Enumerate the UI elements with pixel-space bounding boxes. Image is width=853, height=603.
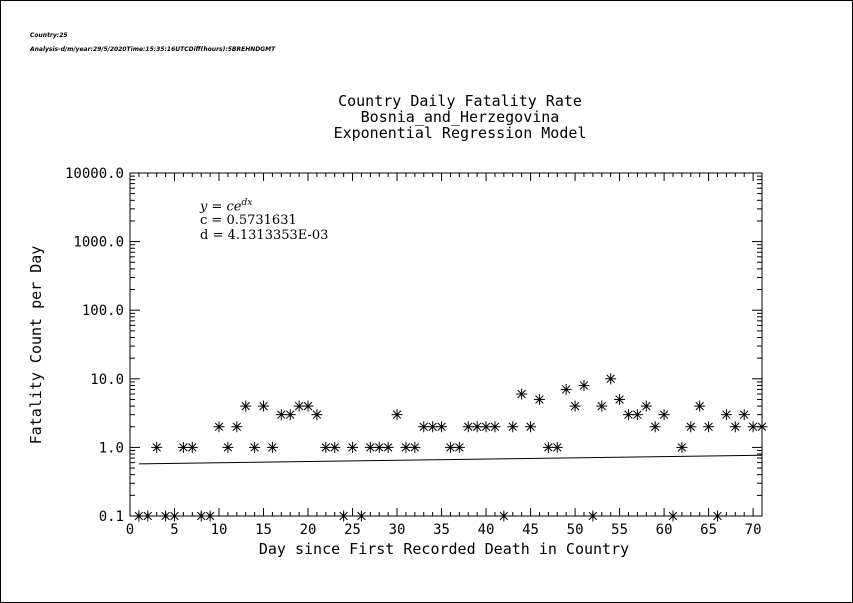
data-point bbox=[311, 409, 323, 421]
data-point bbox=[151, 441, 163, 453]
data-point bbox=[569, 400, 581, 412]
country-meta-line: Country:25 bbox=[30, 32, 68, 39]
data-point bbox=[382, 441, 394, 453]
x-tick-label: 40 bbox=[478, 522, 495, 538]
data-point bbox=[596, 400, 608, 412]
x-tick-label: 35 bbox=[433, 522, 450, 538]
data-point bbox=[649, 421, 661, 433]
data-point bbox=[249, 441, 261, 453]
data-point bbox=[240, 400, 252, 412]
data-point bbox=[542, 441, 554, 453]
data-point bbox=[186, 441, 198, 453]
x-tick-label: 20 bbox=[300, 522, 317, 538]
data-point bbox=[436, 421, 448, 433]
regression-d-value: d = 4.1313353E-03 bbox=[200, 228, 329, 243]
data-point bbox=[293, 400, 305, 412]
data-point bbox=[685, 421, 697, 433]
regression-equation: y = cedx bbox=[200, 198, 253, 215]
data-point bbox=[462, 421, 474, 433]
data-point bbox=[409, 441, 421, 453]
chart-title-line-1: Country Daily Fatality Rate bbox=[338, 92, 582, 110]
data-point bbox=[329, 441, 341, 453]
data-point bbox=[231, 421, 243, 433]
data-point bbox=[169, 510, 181, 522]
data-point bbox=[320, 441, 332, 453]
y-tick-label: 1000.0 bbox=[73, 235, 124, 251]
data-point bbox=[453, 441, 465, 453]
data-point bbox=[391, 409, 403, 421]
y-tick-label: 10.0 bbox=[90, 372, 124, 388]
y-tick-label: 0.1 bbox=[99, 509, 124, 525]
y-tick-label: 100.0 bbox=[82, 303, 124, 319]
data-point bbox=[507, 421, 519, 433]
data-point bbox=[578, 379, 590, 391]
x-tick-label: 5 bbox=[170, 522, 178, 538]
x-tick-label: 70 bbox=[745, 522, 762, 538]
data-point bbox=[266, 441, 278, 453]
data-point bbox=[729, 421, 741, 433]
data-point bbox=[222, 441, 234, 453]
data-point bbox=[720, 409, 732, 421]
data-point bbox=[213, 421, 225, 433]
data-point bbox=[694, 400, 706, 412]
x-tick-label: 50 bbox=[567, 522, 584, 538]
data-point bbox=[142, 510, 154, 522]
x-tick-label: 60 bbox=[656, 522, 673, 538]
y-tick-label: 10000.0 bbox=[65, 166, 124, 182]
x-tick-label: 65 bbox=[700, 522, 717, 538]
data-point bbox=[347, 441, 359, 453]
data-point bbox=[676, 441, 688, 453]
data-point bbox=[667, 510, 679, 522]
x-tick-label: 0 bbox=[126, 522, 134, 538]
regression-c-value: c = 0.5731631 bbox=[200, 213, 297, 228]
data-point bbox=[756, 421, 768, 433]
data-point bbox=[489, 421, 501, 433]
data-point bbox=[614, 393, 626, 405]
data-point bbox=[525, 421, 537, 433]
data-point bbox=[302, 400, 314, 412]
data-point bbox=[284, 409, 296, 421]
x-tick-label: 45 bbox=[522, 522, 539, 538]
data-point bbox=[560, 383, 572, 395]
y-axis-label: Fatality Count per Day bbox=[27, 245, 45, 445]
x-tick-label: 15 bbox=[255, 522, 272, 538]
data-point bbox=[658, 409, 670, 421]
data-point bbox=[631, 409, 643, 421]
regression-line bbox=[138, 454, 763, 465]
analysis-meta-line: Analysis-d/m/year:29/5/2020Time:15:35:16… bbox=[30, 46, 276, 53]
y-tick-label: 1.0 bbox=[99, 440, 124, 456]
data-point bbox=[498, 510, 510, 522]
x-tick-label: 10 bbox=[211, 522, 228, 538]
chart-title-line-3: Exponential Regression Model bbox=[333, 124, 587, 142]
data-point bbox=[703, 421, 715, 433]
data-point bbox=[640, 400, 652, 412]
data-point bbox=[738, 409, 750, 421]
data-point bbox=[533, 393, 545, 405]
data-point bbox=[711, 510, 723, 522]
plot-area-box bbox=[129, 172, 763, 517]
x-axis-label: Day since First Recorded Death in Countr… bbox=[258, 540, 630, 558]
data-point bbox=[516, 388, 528, 400]
x-tick-label: 25 bbox=[344, 522, 361, 538]
data-point bbox=[204, 510, 216, 522]
data-point bbox=[338, 510, 350, 522]
data-point bbox=[551, 441, 563, 453]
data-point bbox=[605, 373, 617, 385]
chart-title-line-2: Bosnia_and_Herzegovina bbox=[360, 108, 560, 126]
data-point bbox=[355, 510, 367, 522]
data-point bbox=[587, 510, 599, 522]
data-point bbox=[258, 400, 270, 412]
x-tick-label: 30 bbox=[389, 522, 406, 538]
x-tick-label: 55 bbox=[611, 522, 628, 538]
